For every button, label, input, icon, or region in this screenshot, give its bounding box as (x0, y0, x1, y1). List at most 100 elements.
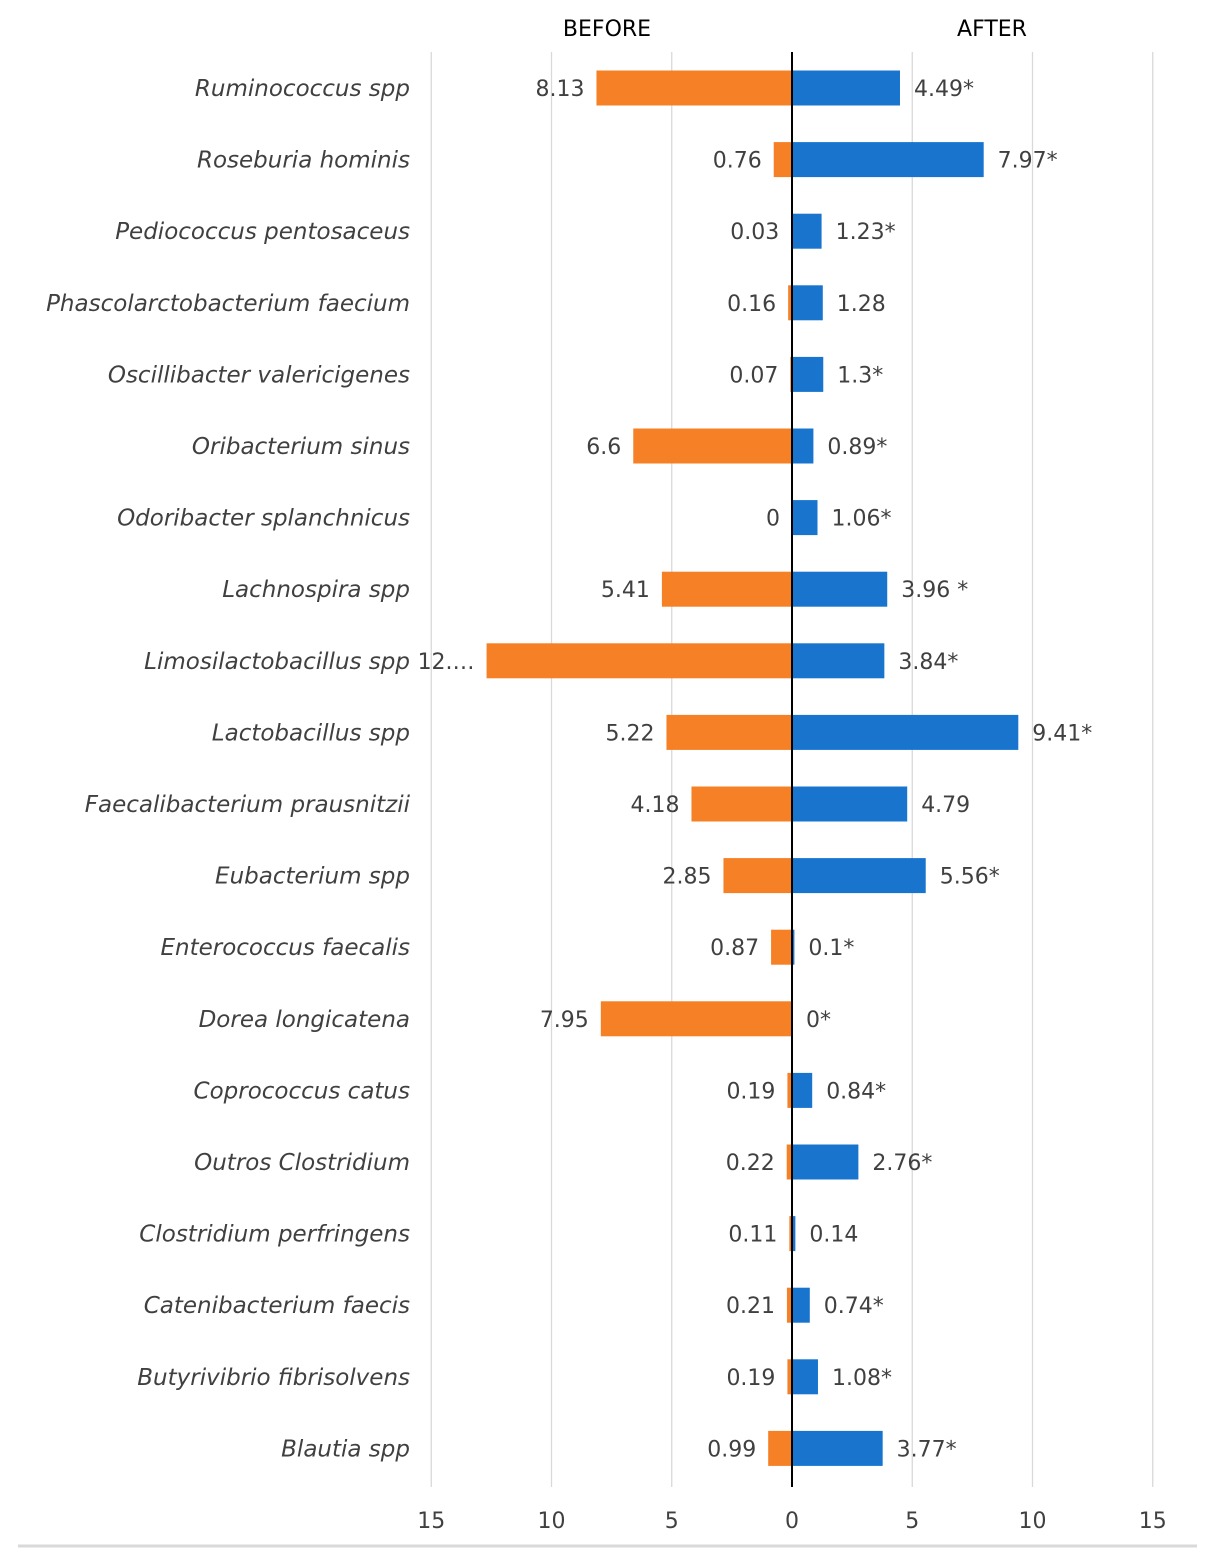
category-label: Catenibacterium faecis (144, 1293, 410, 1319)
after-bar (792, 1430, 883, 1466)
after-value-label: 1.28 (837, 292, 886, 317)
before-value-label: 5.41 (601, 578, 650, 603)
after-bar (792, 929, 795, 965)
after-value-label: 0.74* (824, 1294, 884, 1319)
category-label: Limosilactobacillus spp (144, 649, 410, 675)
after-bar (792, 213, 822, 249)
category-label: Roseburia hominis (197, 148, 410, 174)
after-value-label: 5.56* (940, 865, 1000, 890)
category-label: Outros Clostridium (194, 1150, 410, 1176)
after-value-label: 0.89* (827, 435, 887, 460)
category-label: Lactobacillus spp (212, 720, 410, 746)
after-bar (792, 285, 823, 321)
category-label: Dorea longicatena (199, 1007, 410, 1033)
before-value-label: 0.03 (730, 220, 779, 245)
before-value-label: 0.19 (726, 1366, 775, 1391)
before-bar (786, 1287, 792, 1323)
before-value-label: 4.18 (630, 793, 679, 818)
before-value-label: 2.85 (662, 865, 711, 890)
after-bar (792, 571, 888, 607)
before-value-label: 0.21 (726, 1294, 775, 1319)
before-bar (661, 571, 792, 607)
after-value-label: 3.77* (897, 1437, 957, 1462)
before-bar (666, 714, 792, 750)
after-value-label: 3.96 * (901, 578, 968, 603)
after-bar (792, 428, 814, 464)
before-value-label: 12.… (418, 650, 475, 675)
before-header: BEFORE (563, 17, 651, 42)
category-label: Faecalibacterium prausnitzii (85, 792, 411, 818)
after-bar (792, 1072, 813, 1108)
after-bar (792, 1359, 818, 1395)
before-bar (596, 70, 792, 106)
x-tick-label: 15 (417, 1509, 445, 1534)
after-bar (792, 1216, 796, 1252)
before-value-label: 0.87 (710, 936, 759, 961)
category-label: Odoribacter splanchnicus (117, 506, 410, 532)
labels: 15 10 5 0 5 10 15 Ruminococcus spp 8.13 4.49* Rose… (46, 76, 1167, 1534)
before-value-label: 6.6 (586, 435, 621, 460)
before-value-label: 5.22 (605, 721, 654, 746)
category-label: Coprococcus catus (194, 1078, 410, 1104)
before-bar (787, 1359, 792, 1395)
before-bar (486, 643, 792, 679)
after-value-label: 2.76* (872, 1151, 932, 1176)
x-tick-label: 10 (538, 1509, 566, 1534)
after-value-label: 9.41* (1032, 721, 1092, 746)
category-label: Ruminococcus spp (195, 76, 410, 102)
after-header: AFTER (957, 17, 1027, 42)
before-bar (723, 858, 792, 894)
after-value-label: 1.3* (837, 363, 883, 388)
after-bar (792, 70, 900, 106)
x-tick-label: 5 (665, 1509, 679, 1534)
before-bar (788, 285, 792, 321)
after-bar (792, 786, 908, 822)
after-bar (792, 714, 1019, 750)
before-bar (773, 142, 792, 178)
before-bar (633, 428, 792, 464)
category-label: Enterococcus faecalis (160, 935, 410, 961)
category-label: Oribacterium sinus (192, 434, 410, 460)
before-bar (771, 929, 792, 965)
before-bar (768, 1430, 792, 1466)
after-value-label: 4.79 (921, 793, 970, 818)
x-tick-label: 5 (905, 1509, 919, 1534)
before-value-label: 0.22 (726, 1151, 775, 1176)
category-label: Lachnospira spp (222, 577, 410, 603)
before-bar (789, 1216, 792, 1252)
before-value-label: 0.76 (713, 149, 762, 174)
after-bar (792, 1287, 810, 1323)
after-bar (792, 1144, 859, 1180)
after-value-label: 1.08* (832, 1366, 892, 1391)
before-value-label: 0.07 (729, 363, 778, 388)
before-bar (691, 786, 792, 822)
category-label: Blautia spp (281, 1436, 410, 1462)
bars (486, 70, 1019, 1466)
category-label: Phascolarctobacterium faecium (46, 291, 410, 317)
after-bar (792, 356, 824, 392)
before-bar (787, 1072, 792, 1108)
before-bar (786, 1144, 792, 1180)
after-bar (792, 643, 885, 679)
category-label: Pediococcus pentosaceus (115, 219, 410, 245)
after-value-label: 4.49* (914, 77, 974, 102)
gridlines (430, 52, 1154, 1487)
before-value-label: 0 (766, 507, 780, 532)
x-tick-label: 0 (785, 1509, 799, 1534)
category-label: Butyrivibrio fibrisolvens (137, 1365, 410, 1391)
before-value-label: 7.95 (540, 1008, 589, 1033)
after-value-label: 0* (806, 1008, 831, 1033)
before-value-label: 0.16 (727, 292, 776, 317)
category-label: Clostridium perfringens (139, 1222, 410, 1248)
after-value-label: 1.06* (831, 507, 891, 532)
after-value-label: 1.23* (836, 220, 896, 245)
before-value-label: 0.19 (726, 1079, 775, 1104)
after-value-label: 7.97* (998, 149, 1058, 174)
x-tick-label: 10 (1019, 1509, 1047, 1534)
after-value-label: 0.84* (826, 1079, 886, 1104)
category-label: Oscillibacter valericigenes (108, 362, 410, 388)
after-value-label: 0.14 (809, 1223, 858, 1248)
after-bar (792, 142, 984, 178)
before-value-label: 0.11 (728, 1223, 777, 1248)
